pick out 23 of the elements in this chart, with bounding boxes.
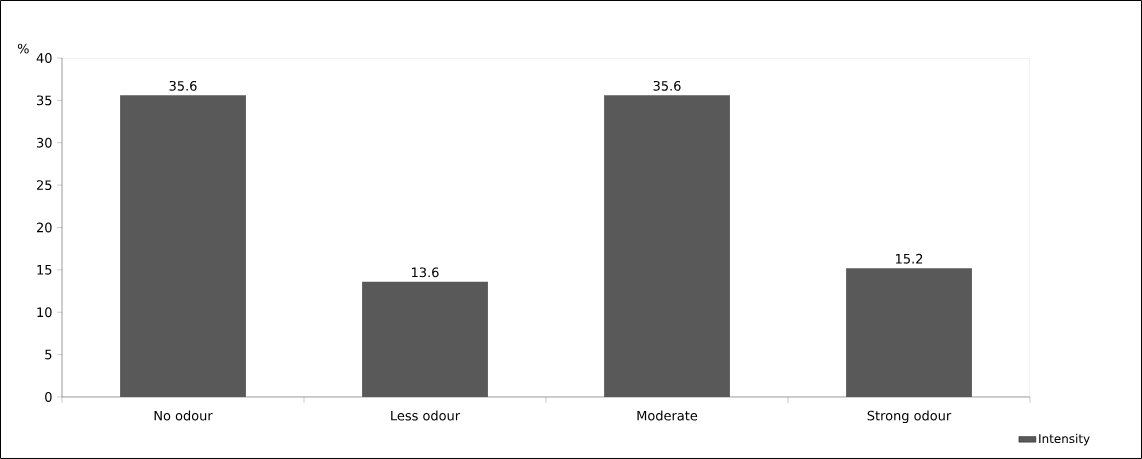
y-tick-label: 5 [45,349,52,360]
x-tick-label: Moderate [637,410,698,421]
y-tick-label: 40 [36,53,52,63]
x-tick-label: No odour [154,410,213,421]
data-label: 35.6 [169,80,197,91]
y-tick-label: 15 [37,265,52,275]
y-axis-title: % [17,43,29,54]
y-tick-label: 20 [36,222,52,233]
x-tick-label: Strong odour [867,410,952,424]
data-label: 15.2 [896,253,923,264]
bar [120,95,246,397]
bar [362,281,488,397]
y-tick-label: 25 [36,180,52,191]
legend-label: Intensity [1039,433,1090,446]
bar [846,268,972,397]
y-tick-label: 10 [37,307,52,318]
y-tick-label: 0 [45,392,52,402]
x-tick-label: Less odour [391,410,461,421]
data-label: 35.6 [653,80,681,91]
data-label: 13.6 [412,267,439,278]
y-tick-label: 30 [37,137,52,148]
bar [604,95,730,397]
y-tick-label: 35 [37,95,52,106]
